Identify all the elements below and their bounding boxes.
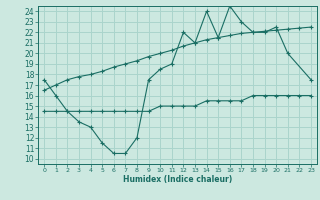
- X-axis label: Humidex (Indice chaleur): Humidex (Indice chaleur): [123, 175, 232, 184]
